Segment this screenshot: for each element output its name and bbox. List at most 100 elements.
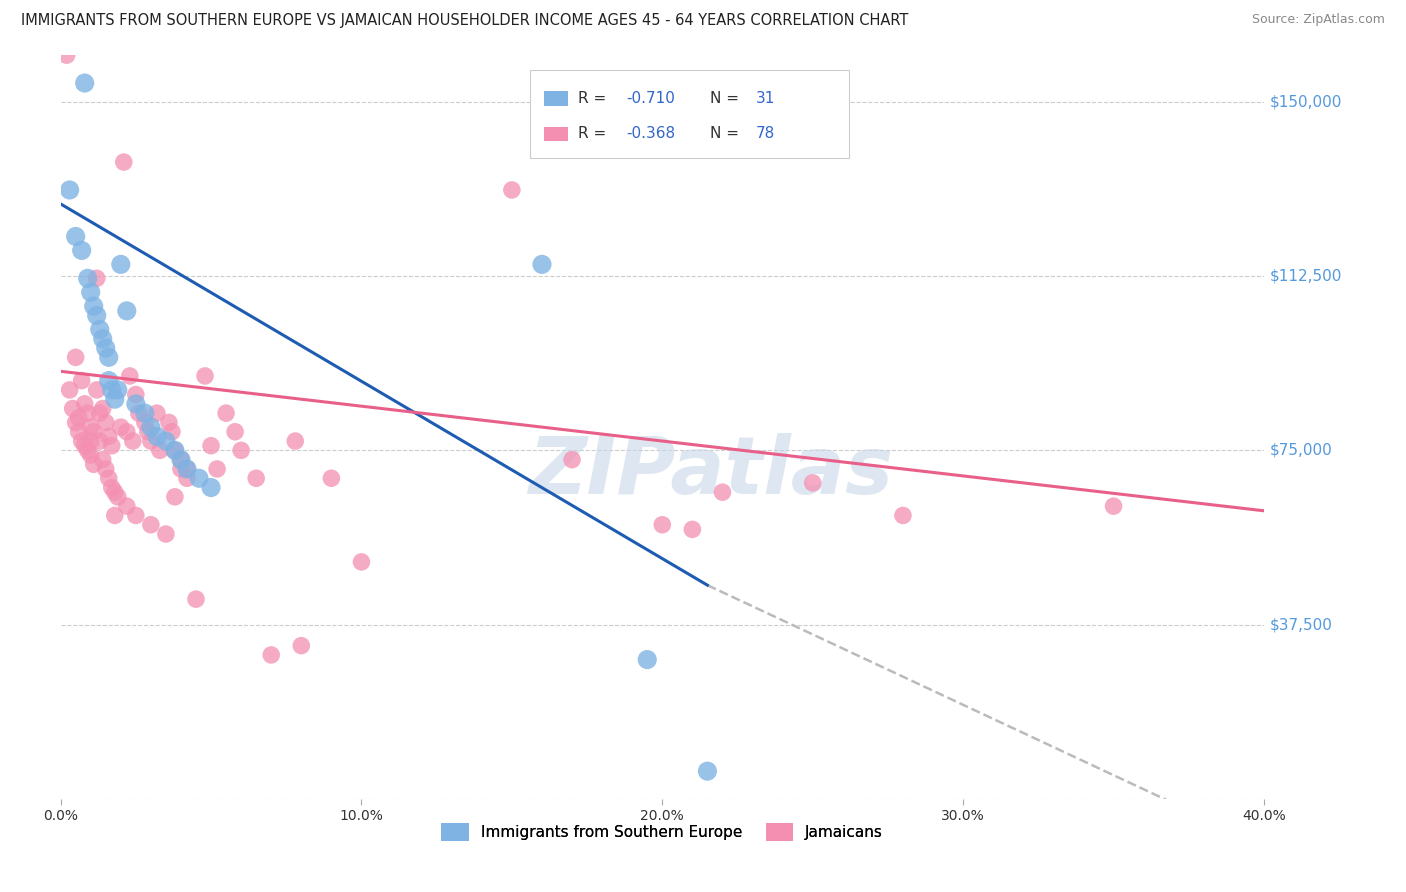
Point bbox=[1102, 499, 1125, 513]
Point bbox=[100, 481, 122, 495]
Point bbox=[229, 443, 252, 458]
Text: $150,000: $150,000 bbox=[1270, 95, 1343, 109]
Point bbox=[67, 425, 90, 439]
Point bbox=[73, 397, 96, 411]
Point bbox=[89, 406, 111, 420]
Point bbox=[176, 462, 198, 476]
Point bbox=[83, 458, 105, 472]
Text: N =: N = bbox=[710, 127, 744, 142]
Point bbox=[681, 522, 703, 536]
Point bbox=[100, 383, 122, 397]
Text: 31: 31 bbox=[756, 91, 776, 106]
Text: N =: N = bbox=[710, 91, 744, 106]
Point bbox=[115, 304, 138, 318]
Point bbox=[107, 490, 129, 504]
Point bbox=[59, 183, 82, 197]
Point bbox=[89, 322, 111, 336]
Text: $37,500: $37,500 bbox=[1270, 617, 1333, 632]
Point bbox=[70, 244, 93, 258]
Text: -0.368: -0.368 bbox=[626, 127, 675, 142]
Point bbox=[194, 368, 217, 383]
Point bbox=[65, 416, 87, 430]
Point bbox=[67, 410, 90, 425]
Point bbox=[110, 420, 132, 434]
Point bbox=[80, 420, 103, 434]
Point bbox=[200, 439, 222, 453]
Point bbox=[65, 229, 87, 244]
Legend: Immigrants from Southern Europe, Jamaicans: Immigrants from Southern Europe, Jamaica… bbox=[436, 817, 889, 847]
Point bbox=[284, 434, 307, 448]
Point bbox=[224, 425, 246, 439]
Point bbox=[83, 425, 105, 439]
Text: Source: ZipAtlas.com: Source: ZipAtlas.com bbox=[1251, 13, 1385, 27]
Point bbox=[97, 351, 120, 365]
Text: R =: R = bbox=[578, 91, 612, 106]
Point bbox=[290, 639, 312, 653]
Bar bbox=[530, 70, 849, 158]
Point bbox=[112, 155, 135, 169]
Point bbox=[245, 471, 267, 485]
Point bbox=[73, 439, 96, 453]
Point bbox=[94, 462, 117, 476]
Point bbox=[107, 383, 129, 397]
Point bbox=[73, 76, 96, 90]
Point bbox=[350, 555, 373, 569]
Point bbox=[163, 443, 186, 458]
Point bbox=[501, 183, 523, 197]
Text: 78: 78 bbox=[756, 127, 775, 142]
Point bbox=[70, 374, 93, 388]
Bar bbox=[544, 127, 568, 142]
Point bbox=[134, 406, 156, 420]
Point bbox=[104, 485, 127, 500]
Point bbox=[94, 341, 117, 355]
Point bbox=[86, 383, 108, 397]
Point bbox=[91, 452, 114, 467]
Point bbox=[70, 434, 93, 448]
Point bbox=[125, 508, 148, 523]
Point bbox=[59, 383, 82, 397]
Point bbox=[100, 439, 122, 453]
Point bbox=[80, 434, 103, 448]
Point bbox=[97, 429, 120, 443]
Point bbox=[128, 406, 150, 420]
Point bbox=[176, 471, 198, 485]
Point bbox=[170, 462, 193, 476]
Text: -0.710: -0.710 bbox=[626, 91, 675, 106]
Point bbox=[91, 332, 114, 346]
Point bbox=[561, 452, 583, 467]
Point bbox=[651, 517, 673, 532]
Point bbox=[163, 490, 186, 504]
Point bbox=[94, 416, 117, 430]
Point bbox=[155, 527, 177, 541]
Point bbox=[125, 397, 148, 411]
Point bbox=[155, 434, 177, 448]
Text: R =: R = bbox=[578, 127, 612, 142]
Point bbox=[76, 406, 98, 420]
Point bbox=[97, 471, 120, 485]
Point bbox=[104, 392, 127, 407]
Point bbox=[139, 517, 162, 532]
Point bbox=[118, 368, 141, 383]
Point bbox=[115, 499, 138, 513]
Point bbox=[86, 309, 108, 323]
Point bbox=[115, 425, 138, 439]
Point bbox=[104, 508, 127, 523]
Point bbox=[891, 508, 914, 523]
Point bbox=[91, 401, 114, 416]
Bar bbox=[544, 91, 568, 106]
Point bbox=[76, 443, 98, 458]
Point bbox=[215, 406, 238, 420]
Point bbox=[134, 416, 156, 430]
Point bbox=[184, 592, 207, 607]
Point bbox=[205, 462, 228, 476]
Point bbox=[260, 648, 283, 662]
Point bbox=[146, 406, 169, 420]
Point bbox=[80, 448, 103, 462]
Point bbox=[200, 481, 222, 495]
Point bbox=[97, 374, 120, 388]
Point bbox=[170, 452, 193, 467]
Point bbox=[139, 420, 162, 434]
Text: IMMIGRANTS FROM SOUTHERN EUROPE VS JAMAICAN HOUSEHOLDER INCOME AGES 45 - 64 YEAR: IMMIGRANTS FROM SOUTHERN EUROPE VS JAMAI… bbox=[21, 13, 908, 29]
Point bbox=[636, 652, 658, 666]
Point bbox=[176, 462, 198, 476]
